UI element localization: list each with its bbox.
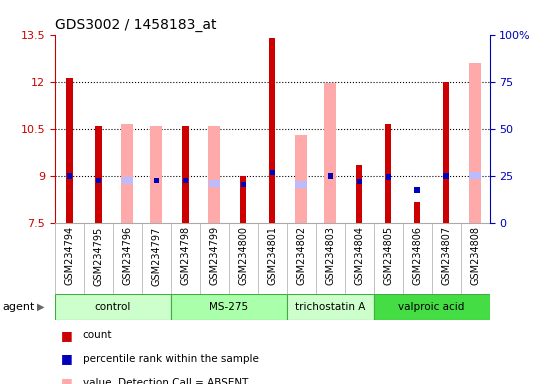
Text: GSM234801: GSM234801 bbox=[267, 226, 277, 285]
Bar bbox=[150, 126, 162, 223]
Text: GSM234794: GSM234794 bbox=[64, 226, 74, 285]
Bar bbox=[154, 177, 159, 183]
Bar bbox=[67, 173, 72, 179]
Bar bbox=[208, 126, 221, 223]
Bar bbox=[241, 182, 246, 187]
Text: GSM234800: GSM234800 bbox=[238, 226, 248, 285]
Bar bbox=[269, 38, 276, 223]
Bar bbox=[443, 82, 449, 223]
Text: GSM234797: GSM234797 bbox=[151, 226, 161, 286]
Text: GSM234799: GSM234799 bbox=[210, 226, 219, 285]
Text: MS-275: MS-275 bbox=[209, 302, 249, 312]
Text: GSM234808: GSM234808 bbox=[470, 226, 480, 285]
Text: GSM234805: GSM234805 bbox=[383, 226, 393, 285]
Bar bbox=[270, 170, 275, 175]
Text: control: control bbox=[95, 302, 131, 312]
Bar bbox=[414, 202, 420, 223]
Bar bbox=[443, 173, 449, 179]
Text: GSM234798: GSM234798 bbox=[180, 226, 190, 285]
FancyBboxPatch shape bbox=[55, 294, 171, 320]
Text: GSM234802: GSM234802 bbox=[296, 226, 306, 285]
Text: ■: ■ bbox=[60, 353, 72, 366]
Bar bbox=[386, 174, 390, 180]
Text: GSM234803: GSM234803 bbox=[325, 226, 335, 285]
Text: GDS3002 / 1458183_at: GDS3002 / 1458183_at bbox=[55, 18, 217, 32]
Text: count: count bbox=[82, 330, 112, 340]
FancyBboxPatch shape bbox=[287, 294, 373, 320]
Text: value, Detection Call = ABSENT: value, Detection Call = ABSENT bbox=[82, 378, 248, 384]
Text: GSM234796: GSM234796 bbox=[123, 226, 133, 285]
Text: GSM234795: GSM234795 bbox=[94, 226, 103, 286]
Bar bbox=[295, 135, 307, 223]
Bar bbox=[328, 173, 333, 179]
Bar bbox=[240, 176, 246, 223]
Text: ■: ■ bbox=[60, 376, 72, 384]
Bar bbox=[96, 177, 101, 183]
Text: ▶: ▶ bbox=[37, 302, 45, 312]
Bar bbox=[95, 126, 102, 223]
Bar bbox=[356, 179, 362, 184]
Bar bbox=[469, 172, 481, 179]
Bar bbox=[415, 187, 420, 193]
Text: valproic acid: valproic acid bbox=[398, 302, 465, 312]
Text: GSM234804: GSM234804 bbox=[354, 226, 364, 285]
FancyBboxPatch shape bbox=[373, 294, 490, 320]
Bar bbox=[122, 124, 134, 223]
Bar bbox=[356, 165, 362, 223]
Bar bbox=[183, 177, 188, 183]
Text: GSM234807: GSM234807 bbox=[441, 226, 451, 285]
Bar bbox=[182, 126, 189, 223]
Text: agent: agent bbox=[3, 302, 35, 312]
Bar bbox=[208, 180, 220, 187]
Bar bbox=[469, 63, 481, 223]
FancyBboxPatch shape bbox=[171, 294, 287, 320]
Text: ■: ■ bbox=[60, 329, 72, 342]
Bar bbox=[295, 181, 307, 188]
Bar bbox=[324, 83, 336, 223]
Text: trichostatin A: trichostatin A bbox=[295, 302, 365, 312]
Bar bbox=[122, 177, 133, 184]
Bar bbox=[67, 78, 73, 223]
Bar bbox=[385, 124, 391, 223]
Text: percentile rank within the sample: percentile rank within the sample bbox=[82, 354, 258, 364]
Text: GSM234806: GSM234806 bbox=[412, 226, 422, 285]
